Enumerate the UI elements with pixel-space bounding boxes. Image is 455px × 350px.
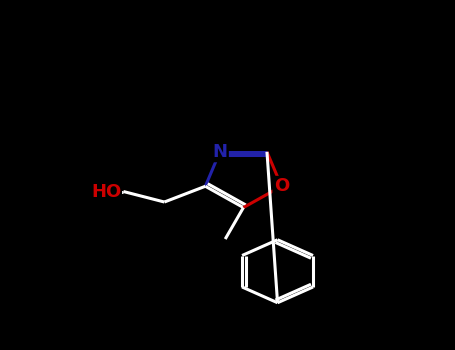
Text: HO: HO [91,182,121,201]
Text: O: O [274,177,289,195]
Text: N: N [212,143,228,161]
